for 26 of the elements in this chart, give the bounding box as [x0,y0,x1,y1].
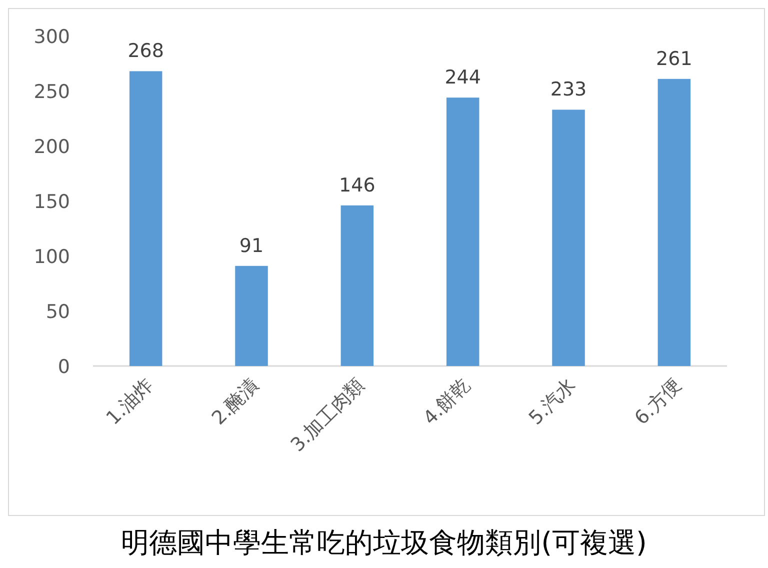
x-tick-label: 2.醃漬 [208,374,264,430]
text: 明德國中學生常吃的垃圾食物類別(可複選) [121,526,647,559]
data-label: 233 [550,78,587,101]
y-tick-label: 50 [46,301,70,323]
bar [658,78,691,366]
data-label: 244 [444,66,481,89]
x-tick-label: 3.加工肉類 [286,374,369,456]
bar [129,71,162,366]
bar [552,110,585,366]
x-tick-label: 5.汽水 [524,374,580,430]
bar [340,205,374,366]
data-label: 261 [656,48,692,70]
y-tick-label: 250 [34,81,70,103]
y-tick-label: 150 [34,191,70,213]
y-tick-label: 300 [34,26,70,48]
x-tick-label: 1.油炸 [102,374,158,430]
y-tick-label: 0 [58,356,70,378]
x-tick-label: 4.餅乾 [419,374,474,430]
y-tick-label: 200 [34,136,70,158]
bar [235,266,268,366]
data-label: 146 [339,174,376,196]
data-label: 91 [239,234,264,257]
data-label: 268 [128,40,164,62]
y-tick-label: 100 [34,246,70,268]
bar [446,98,480,366]
x-tick-label: 6.方便 [630,374,686,430]
